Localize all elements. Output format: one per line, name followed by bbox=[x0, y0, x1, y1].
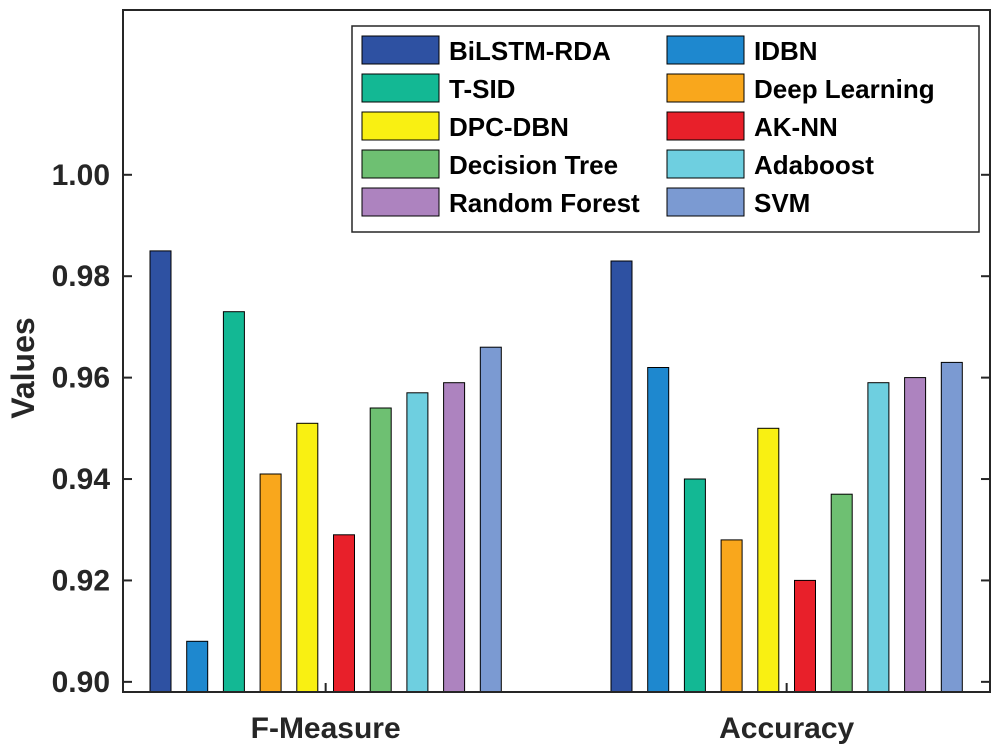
bar-bilstm-rda-accuracy bbox=[610, 260, 633, 693]
legend-swatch bbox=[666, 111, 745, 141]
bar-ak-nn-f-measure bbox=[333, 534, 355, 693]
bar-t-sid-f-measure bbox=[222, 311, 245, 693]
bar-bilstm-rda-f-measure bbox=[149, 250, 172, 693]
legend-swatch bbox=[666, 35, 745, 65]
x-axis-category-labels: F-Measure Accuracy bbox=[251, 683, 855, 745]
legend-label: Deep Learning bbox=[754, 74, 935, 104]
bar-ak-nn-accuracy bbox=[794, 579, 816, 693]
y-tick-label: 0.94 bbox=[52, 463, 111, 496]
bar-idbn-f-measure bbox=[186, 640, 209, 693]
y-tick-label: 1.00 bbox=[52, 159, 110, 192]
legend-box bbox=[351, 25, 980, 233]
x-category-label: Accuracy bbox=[719, 712, 854, 745]
bar-random-forest-f-measure bbox=[443, 382, 466, 693]
legend-label: SVM bbox=[754, 188, 810, 218]
y-tick-label: 0.96 bbox=[52, 362, 110, 395]
y-tick-label: 0.90 bbox=[52, 666, 110, 699]
y-axis-title: Values bbox=[5, 317, 41, 418]
legend-label: T-SID bbox=[449, 74, 515, 104]
bar-random-forest-accuracy bbox=[904, 377, 927, 693]
bar-dpc-dbn-accuracy bbox=[757, 427, 780, 693]
legend-swatch bbox=[361, 187, 440, 217]
legend-label: DPC-DBN bbox=[449, 112, 569, 142]
bars-group bbox=[149, 250, 963, 693]
bar-deep-learning-accuracy bbox=[720, 539, 743, 693]
legend-swatch bbox=[666, 149, 745, 179]
legend-swatch bbox=[666, 73, 745, 103]
bar-adaboost-f-measure bbox=[406, 392, 429, 693]
legend-label: IDBN bbox=[754, 36, 818, 66]
y-axis-ticks: 0.90 0.92 0.94 0.96 0.98 1.00 bbox=[52, 159, 990, 699]
bar-svm-accuracy bbox=[940, 361, 963, 693]
bar-deep-learning-f-measure bbox=[259, 473, 282, 693]
bar-svm-f-measure bbox=[479, 346, 502, 693]
bar-dpc-dbn-f-measure bbox=[296, 422, 319, 693]
bar-decision-tree-accuracy bbox=[830, 493, 853, 693]
legend-swatch bbox=[361, 149, 440, 179]
bar-t-sid-accuracy bbox=[683, 478, 706, 693]
legend-label: BiLSTM-RDA bbox=[449, 36, 611, 66]
legend-swatch bbox=[361, 111, 440, 141]
legend-swatch bbox=[361, 73, 440, 103]
legend-label: Adaboost bbox=[754, 150, 874, 180]
legend-swatch bbox=[361, 35, 440, 65]
legend-label: Random Forest bbox=[449, 188, 640, 218]
y-tick-label: 0.92 bbox=[52, 564, 110, 597]
legend-label: Decision Tree bbox=[449, 150, 618, 180]
y-tick-label: 0.98 bbox=[52, 260, 110, 293]
plot-area-frame bbox=[122, 9, 991, 693]
bar-idbn-accuracy bbox=[647, 367, 670, 693]
bar-decision-tree-f-measure bbox=[369, 407, 392, 693]
legend-label: AK-NN bbox=[754, 112, 838, 142]
legend: BiLSTM-RDA IDBN T-SID Deep Learning DPC-DBN A… bbox=[351, 25, 980, 233]
x-category-label: F-Measure bbox=[251, 712, 401, 745]
legend-swatch bbox=[666, 187, 745, 217]
bar-adaboost-accuracy bbox=[867, 382, 890, 693]
